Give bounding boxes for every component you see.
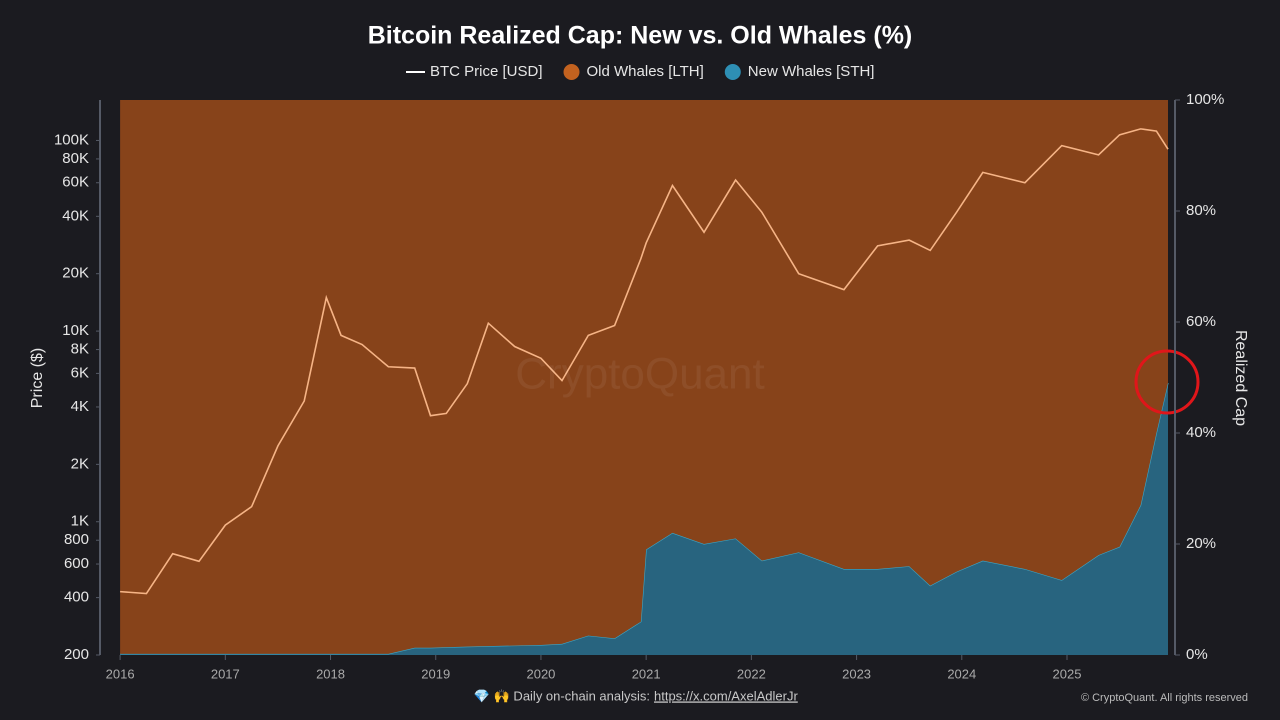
chart-title: Bitcoin Realized Cap: New vs. Old Whales…	[368, 22, 913, 50]
y-tick-label: 100K	[54, 131, 89, 148]
y-axis-title: Price ($)	[29, 348, 46, 408]
y2-tick-label: 20%	[1186, 535, 1216, 552]
x-tick-label: 2019	[421, 666, 450, 681]
plot-area	[120, 100, 1169, 655]
y2-tick-label: 40%	[1186, 424, 1216, 441]
x-tick-label: 2020	[526, 666, 555, 681]
legend-marker	[724, 64, 741, 80]
y-tick-label: 60K	[62, 174, 89, 191]
legend-marker	[563, 64, 580, 80]
x-tick-label: 2025	[1053, 666, 1082, 681]
y2-tick-label: 100%	[1186, 91, 1224, 108]
y2-axis-title: Realized Cap	[1232, 330, 1249, 426]
y-tick-label: 80K	[62, 150, 89, 167]
area	[120, 100, 1168, 654]
legend-label: BTC Price [USD]	[430, 63, 543, 80]
x-tick-label: 2024	[947, 666, 976, 681]
footer-link[interactable]: https://x.com/AxelAdlerJr	[654, 688, 798, 703]
footer-note: 💎 🙌 Daily on-chain analysis:	[474, 688, 650, 703]
y-tick-label: 200	[64, 646, 89, 663]
x-tick-label: 2018	[316, 666, 345, 681]
y2-tick-label: 80%	[1186, 202, 1216, 219]
y-tick-label: 40K	[62, 207, 89, 224]
y-tick-label: 400	[64, 589, 89, 606]
legend-label: Old Whales [LTH]	[587, 63, 704, 80]
price-line	[120, 128, 1169, 595]
area	[120, 383, 1168, 655]
y-tick-label: 1K	[71, 513, 89, 530]
x-tick-label: 2022	[737, 666, 766, 681]
x-tick-label: 2016	[106, 666, 135, 681]
watermark: CryptoQuant	[515, 350, 764, 399]
y-tick-label: 8K	[71, 341, 89, 358]
y-tick-label: 10K	[62, 322, 89, 339]
copyright: © CryptoQuant. All rights reserved	[1081, 692, 1248, 704]
y2-tick-label: 0%	[1186, 646, 1208, 663]
y2-tick-label: 60%	[1186, 313, 1216, 330]
y-tick-label: 600	[64, 555, 89, 572]
highlight-circle	[1134, 349, 1200, 415]
legend-label: New Whales [STH]	[748, 63, 875, 80]
y-tick-label: 2K	[71, 455, 89, 472]
x-tick-label: 2017	[211, 666, 240, 681]
y-tick-label: 800	[64, 531, 89, 548]
y-tick-label: 6K	[71, 364, 89, 381]
y-tick-label: 4K	[71, 398, 89, 415]
x-tick-label: 2021	[632, 666, 661, 681]
x-tick-label: 2023	[842, 666, 871, 681]
y-tick-label: 20K	[62, 265, 89, 282]
